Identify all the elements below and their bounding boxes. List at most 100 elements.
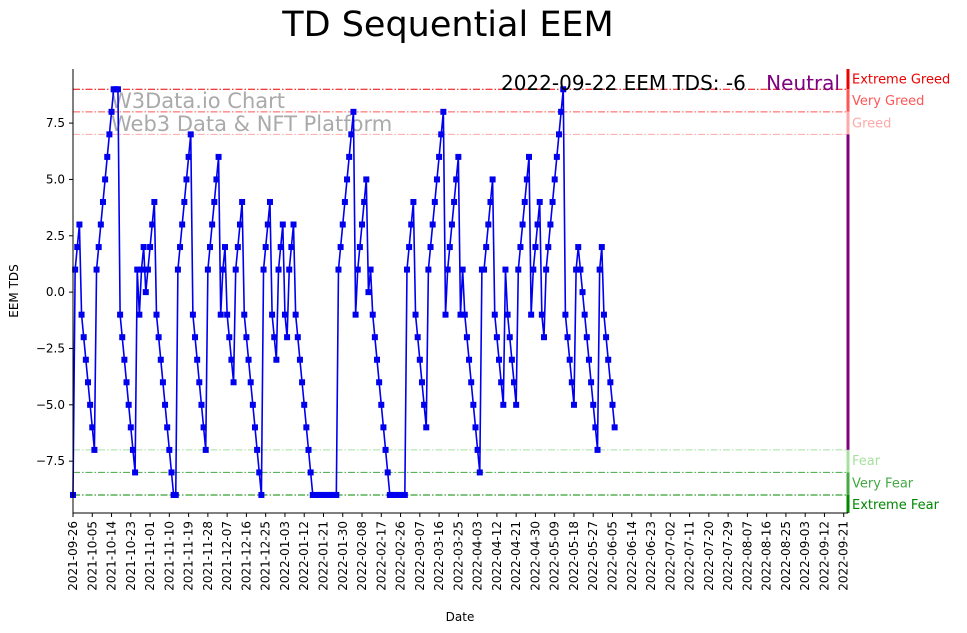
data-point [517, 244, 524, 251]
data-point [500, 401, 507, 408]
data-point [410, 198, 417, 205]
x-tick-label: 2022-01-03 [278, 521, 292, 591]
data-point [275, 266, 282, 273]
data-point [438, 131, 445, 138]
data-point [251, 424, 258, 431]
data-point [196, 379, 203, 386]
data-point [230, 379, 237, 386]
x-tick-label: 2022-05-09 [548, 521, 562, 591]
data-point [192, 334, 199, 341]
y-tick-label: 0.0 [46, 285, 65, 299]
x-tick-label: 2022-04-30 [528, 521, 542, 591]
data-point [459, 266, 466, 273]
y-tick-label: 5.0 [46, 172, 65, 186]
data-point [560, 86, 567, 93]
data-point [476, 469, 483, 476]
data-point [408, 221, 415, 228]
data-point [448, 221, 455, 228]
x-tick-label: 2021-10-23 [124, 521, 138, 591]
data-point [534, 221, 541, 228]
data-point [433, 176, 440, 183]
data-point [117, 311, 124, 318]
data-point [594, 446, 601, 453]
data-point [421, 401, 428, 408]
data-point [352, 311, 359, 318]
data-point [515, 266, 522, 273]
x-tick-label: 2022-01-12 [297, 521, 311, 591]
data-point [119, 334, 126, 341]
data-point [425, 266, 432, 273]
data-point [418, 379, 425, 386]
data-point [211, 198, 218, 205]
x-tick-label: 2022-05-27 [586, 521, 600, 591]
watermark-line-1: W3Data.io Chart [111, 89, 285, 113]
data-point [236, 221, 243, 228]
data-point [153, 311, 160, 318]
data-point [498, 379, 505, 386]
data-point [577, 266, 584, 273]
x-tick-label: 2022-03-16 [432, 521, 446, 591]
data-point [104, 153, 111, 160]
data-point [213, 176, 220, 183]
data-point [123, 379, 130, 386]
sentiment-bar-segment [846, 69, 850, 90]
data-point [363, 176, 370, 183]
x-tick-label: 2021-09-26 [66, 521, 80, 591]
data-point [549, 198, 556, 205]
data-point [264, 221, 271, 228]
data-point [177, 244, 184, 251]
data-point [290, 221, 297, 228]
data-point [361, 198, 368, 205]
data-point [585, 356, 592, 363]
data-point [234, 244, 241, 251]
data-point [457, 311, 464, 318]
watermark-line-2: Web3 Data & NFT Platform [111, 112, 392, 136]
x-tick-label: 2022-07-29 [721, 521, 735, 591]
x-tick-label: 2022-08-25 [779, 521, 793, 591]
data-point [431, 198, 438, 205]
y-tick-label: 2.5 [46, 229, 65, 243]
data-point [262, 244, 269, 251]
data-point [489, 176, 496, 183]
data-point [138, 266, 145, 273]
x-tick-label: 2022-03-07 [413, 521, 427, 591]
x-tick-label: 2022-01-21 [316, 521, 330, 591]
data-point [279, 221, 286, 228]
x-tick-label: 2022-02-08 [355, 521, 369, 591]
data-point [187, 131, 194, 138]
data-point [129, 446, 136, 453]
data-point [125, 401, 132, 408]
data-point [241, 311, 248, 318]
x-tick-label: 2022-04-12 [490, 521, 504, 591]
data-point [446, 244, 453, 251]
data-point [528, 311, 535, 318]
data-point [367, 266, 374, 273]
x-tick-label: 2022-01-30 [336, 521, 350, 591]
data-point [200, 424, 207, 431]
data-point [344, 176, 351, 183]
data-point [189, 311, 196, 318]
data-point [202, 446, 209, 453]
data-point [219, 266, 226, 273]
data-point [84, 379, 91, 386]
threshold-label-very-greed: Very Greed [852, 94, 924, 109]
data-point [540, 334, 547, 341]
axes [72, 69, 848, 514]
data-point [536, 198, 543, 205]
data-point [406, 244, 413, 251]
data-point [444, 266, 451, 273]
data-point [453, 176, 460, 183]
data-point [513, 401, 520, 408]
data-point [555, 131, 562, 138]
data-point [166, 446, 173, 453]
data-point [609, 401, 616, 408]
data-point [511, 379, 518, 386]
data-point [140, 244, 147, 251]
data-point [72, 266, 79, 273]
data-point [436, 153, 443, 160]
data-point [611, 424, 618, 431]
data-point [172, 491, 179, 498]
data-point [307, 469, 314, 476]
y-tick-label: −5.0 [36, 398, 65, 412]
data-point [249, 401, 256, 408]
